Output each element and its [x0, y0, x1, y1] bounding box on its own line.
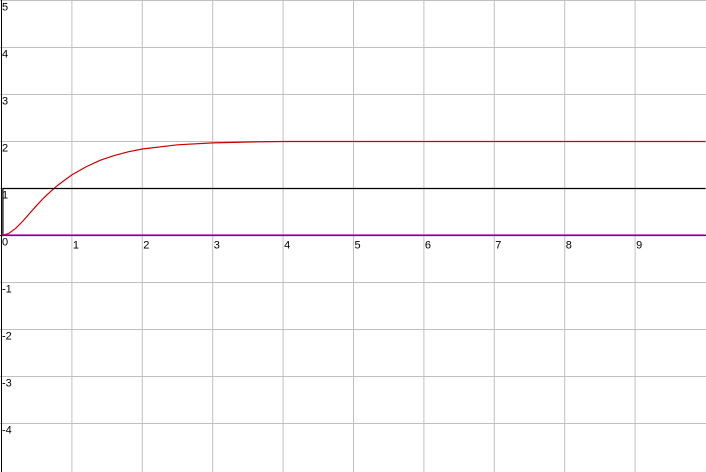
y-tick-label: -1 — [2, 284, 12, 296]
y-tick-label: 2 — [2, 143, 8, 155]
x-tick-label: 9 — [636, 240, 642, 252]
y-tick-label: 0 — [2, 237, 8, 249]
y-tick-label: 5 — [2, 2, 8, 14]
x-tick-label: 3 — [214, 240, 220, 252]
y-tick-label: 1 — [2, 190, 8, 202]
series-lines — [1, 140, 706, 237]
x-tick-label: 1 — [73, 240, 79, 252]
x-tick-label: 8 — [566, 240, 572, 252]
x-tick-label: 7 — [495, 240, 501, 252]
x-tick-label: 2 — [143, 240, 149, 252]
x-tick-label: 6 — [425, 240, 431, 252]
series-line-1 — [1, 140, 706, 237]
y-tick-label: -3 — [2, 378, 12, 390]
x-tick-label: 4 — [284, 240, 290, 252]
tick-labels: 1 2 3 4 5 6 7 8 9 5 4 3 2 1 0 -1 -2 -3 -4 — [2, 2, 642, 437]
y-tick-label: 3 — [2, 96, 8, 108]
x-tick-label: 5 — [355, 240, 361, 252]
y-tick-label: -2 — [2, 331, 12, 343]
y-tick-label: 4 — [2, 49, 8, 61]
y-tick-label: -4 — [2, 425, 12, 437]
